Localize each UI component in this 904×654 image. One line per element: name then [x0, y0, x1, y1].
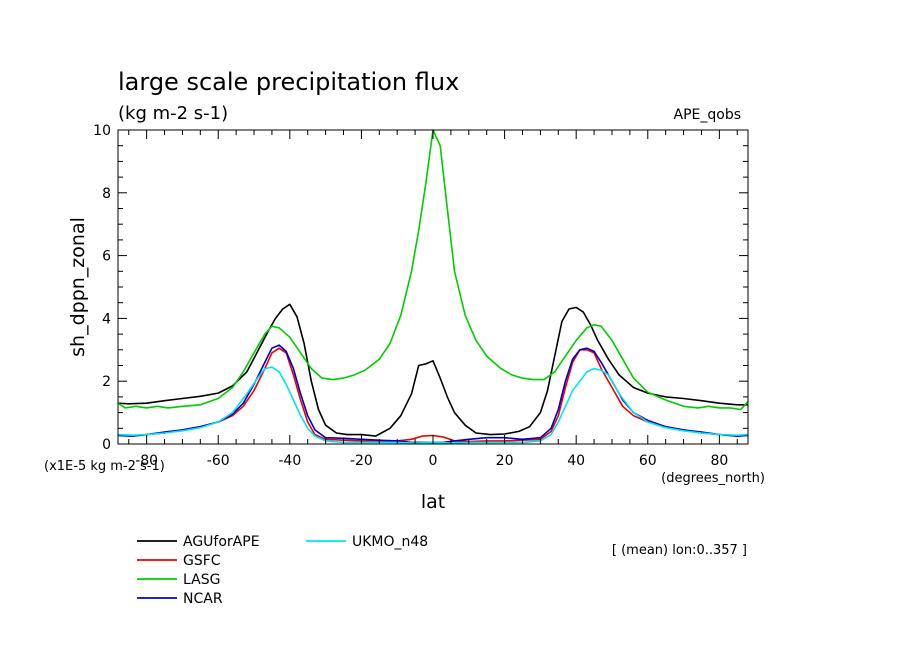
y-tick-label: 8: [102, 186, 111, 202]
x-tick-label: 20: [496, 453, 514, 469]
x-tick-label: -40: [278, 453, 301, 469]
y-tick-label: 4: [102, 311, 111, 327]
legend-label-gsfc: GSFC: [183, 553, 221, 569]
legend: AGUforAPE GSFC LASG NCAR UKMO_n48: [137, 534, 428, 607]
y-tick-label: 6: [102, 249, 111, 265]
y-tick-label: 10: [93, 123, 111, 139]
x-tick-label: 80: [710, 453, 728, 469]
x-tick-label: -80: [135, 453, 158, 469]
x-tick-label: 40: [567, 453, 585, 469]
y-tick-label: 0: [102, 437, 111, 453]
ticks-layer: -80 -60 -40 -20 0 20 40 60 80 0 2 4 6 8 10: [93, 123, 748, 469]
y-axis-label: sh_dppn_zonal: [67, 217, 89, 357]
x-tick-label: -60: [207, 453, 230, 469]
chart-title: large scale precipitation flux: [118, 68, 459, 96]
x-axis-label: lat: [421, 491, 445, 513]
chart-subtitle: (kg m-2 s-1): [118, 103, 228, 124]
series-line-aguforape: [117, 303, 748, 437]
mean-note: [ (mean) lon:0..357 ]: [612, 543, 747, 558]
series-line-ukmo-n48: [117, 366, 749, 444]
x-tick-label: 0: [429, 453, 438, 469]
y-tick-label: 2: [102, 374, 111, 390]
legend-label-aguforape: AGUforAPE: [183, 534, 260, 550]
y-scale-note: (x1E-5 kg m-2 s-1): [44, 459, 165, 474]
legend-label-lasg: LASG: [183, 572, 220, 588]
legend-label-ukmo-n48: UKMO_n48: [352, 534, 428, 550]
dataset-label: APE_qobs: [674, 107, 742, 123]
series-layer: [117, 129, 749, 444]
x-units-label: (degrees_north): [661, 471, 765, 486]
series-line-lasg: [117, 129, 749, 411]
plot-frame: [117, 129, 749, 445]
legend-label-ncar: NCAR: [183, 591, 223, 607]
x-tick-label: 60: [639, 453, 657, 469]
x-tick-label: -20: [350, 453, 373, 469]
